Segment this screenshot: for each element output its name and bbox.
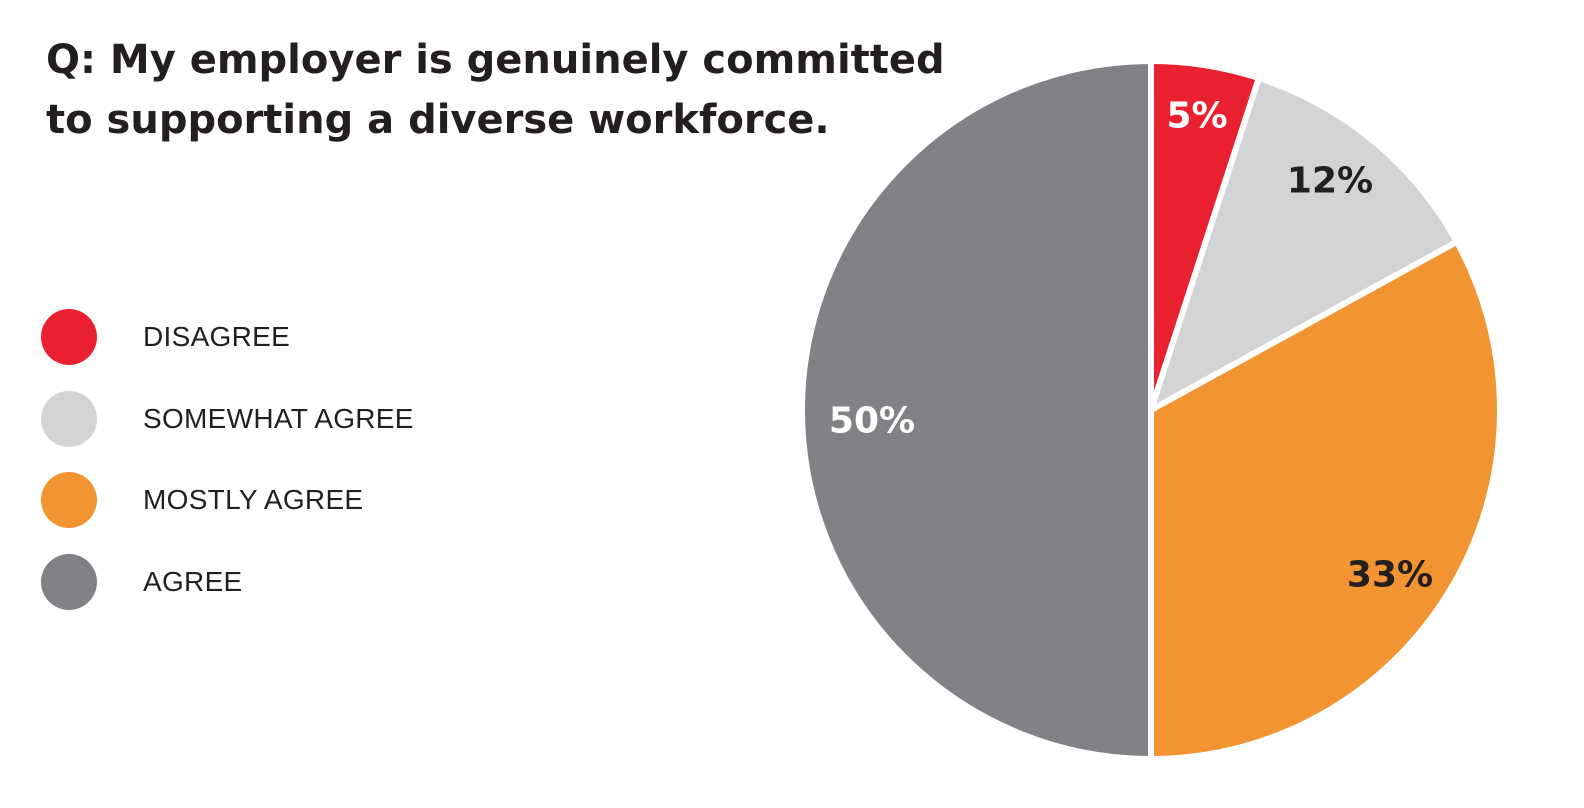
- legend-item-mostly-agree: MOSTLY AGREE: [41, 472, 414, 528]
- legend: DISAGREE SOMEWHAT AGREE MOSTLY AGREE AGR…: [41, 309, 414, 635]
- legend-swatch-mostly-agree: [41, 472, 97, 528]
- legend-label-disagree: DISAGREE: [143, 321, 291, 352]
- legend-label-somewhat-agree: SOMEWHAT AGREE: [143, 402, 414, 434]
- pie-slice-mostly-agree: [1148, 238, 1503, 762]
- data-label-mostly-agree: 33%: [1347, 555, 1433, 596]
- legend-label-agree: AGREE: [143, 565, 243, 597]
- data-label-agree: 50%: [829, 401, 915, 442]
- pie-slice-agree: [799, 58, 1154, 762]
- data-label-disagree: 5%: [1166, 96, 1227, 137]
- chart-title: Q: My employer is genuinely committed to…: [46, 30, 946, 150]
- legend-swatch-somewhat-agree: [41, 390, 97, 447]
- chart-title-line-2: to supporting a diverse workforce.: [46, 97, 830, 143]
- legend-item-disagree: DISAGREE: [41, 309, 414, 365]
- legend-label-mostly-agree: MOSTLY AGREE: [143, 484, 364, 515]
- data-label-somewhat-agree: 12%: [1287, 161, 1373, 202]
- chart-title-line-1: Q: My employer is genuinely committed: [46, 37, 945, 83]
- pie-slice-somewhat-agree: [1148, 75, 1460, 413]
- legend-swatch-agree: [41, 553, 97, 610]
- legend-swatch-disagree: [41, 309, 97, 365]
- legend-item-agree: AGREE: [41, 553, 414, 610]
- legend-item-somewhat-agree: SOMEWHAT AGREE: [41, 390, 414, 447]
